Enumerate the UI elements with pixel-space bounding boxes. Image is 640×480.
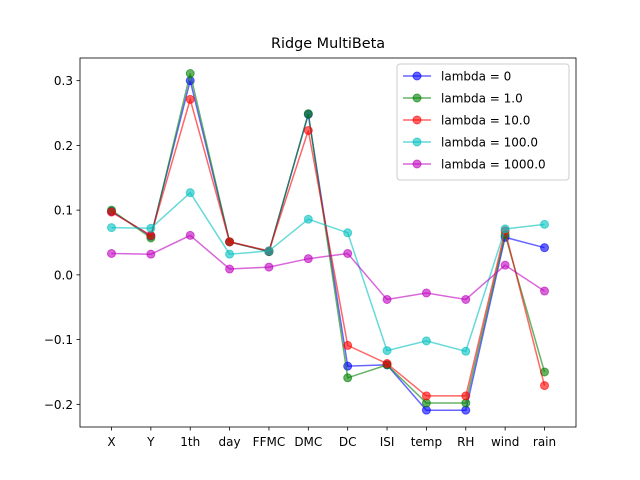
data-point bbox=[185, 69, 195, 79]
y-tick-label: 0.2 bbox=[54, 139, 73, 153]
data-point bbox=[106, 249, 116, 259]
data-point bbox=[146, 249, 156, 259]
data-point bbox=[225, 237, 235, 247]
legend-marker bbox=[412, 71, 422, 81]
data-point bbox=[540, 219, 550, 229]
legend-entry: lambda = 0 bbox=[403, 70, 511, 84]
legend-box bbox=[396, 63, 570, 181]
data-point bbox=[185, 188, 195, 198]
x-tick-label: rain bbox=[533, 435, 556, 449]
legend-entry: lambda = 1000.0 bbox=[403, 158, 546, 172]
data-point bbox=[343, 228, 353, 238]
legend-marker bbox=[412, 137, 422, 147]
y-tick-label: 0.3 bbox=[54, 74, 73, 88]
data-point bbox=[382, 359, 392, 369]
x-tick-label: 1th bbox=[180, 435, 200, 449]
data-point bbox=[264, 262, 274, 272]
legend-label: lambda = 1000.0 bbox=[441, 158, 546, 172]
legend-label: lambda = 0 bbox=[441, 70, 511, 84]
data-point bbox=[421, 288, 431, 298]
data-point bbox=[343, 249, 353, 259]
legend-marker bbox=[412, 159, 422, 169]
data-point bbox=[225, 249, 235, 259]
data-point bbox=[225, 264, 235, 274]
axes: X Y 1th day FFMC DMC DC ISI temp RH wind rain −0.2 −0… bbox=[44, 57, 577, 449]
x-tick-label: day bbox=[219, 435, 241, 449]
data-point bbox=[106, 223, 116, 233]
plot-area bbox=[106, 69, 550, 415]
series-3 bbox=[106, 188, 550, 356]
x-tick-label: DMC bbox=[294, 435, 322, 449]
legend-entry: lambda = 10.0 bbox=[403, 114, 530, 128]
y-tick-label: −0.2 bbox=[44, 398, 73, 412]
legend-marker bbox=[412, 93, 422, 103]
data-point bbox=[264, 246, 274, 256]
x-tick-label: FFMC bbox=[253, 435, 286, 449]
data-point bbox=[343, 340, 353, 350]
x-tick-label: X bbox=[107, 435, 115, 449]
data-point bbox=[343, 373, 353, 383]
legend-label: lambda = 10.0 bbox=[441, 114, 530, 128]
data-point bbox=[461, 391, 471, 401]
x-tick-label: wind bbox=[491, 435, 519, 449]
series-4 bbox=[106, 230, 550, 304]
x-tick-label: RH bbox=[457, 435, 474, 449]
data-point bbox=[461, 346, 471, 356]
data-point bbox=[303, 109, 313, 119]
data-point bbox=[106, 207, 116, 217]
data-point bbox=[540, 286, 550, 296]
axes-frame bbox=[79, 57, 577, 428]
data-point bbox=[303, 126, 313, 136]
x-tick-label: ISI bbox=[380, 435, 395, 449]
data-point bbox=[500, 224, 510, 234]
legend: lambda = 0 lambda = 1.0 lambda = 10.0 lambd… bbox=[396, 63, 570, 181]
x-tick-label: DC bbox=[339, 435, 357, 449]
data-point bbox=[146, 223, 156, 233]
legend-label: lambda = 1.0 bbox=[441, 92, 523, 106]
data-point bbox=[185, 94, 195, 104]
data-point bbox=[303, 214, 313, 224]
y-tick-label: 0.1 bbox=[54, 204, 73, 218]
legend-marker bbox=[412, 115, 422, 125]
data-point bbox=[185, 230, 195, 240]
data-point bbox=[421, 391, 431, 401]
legend-label: lambda = 100.0 bbox=[441, 136, 538, 150]
data-point bbox=[382, 346, 392, 356]
x-tick-label: Y bbox=[146, 435, 155, 449]
legend-entry: lambda = 100.0 bbox=[403, 136, 538, 150]
data-point bbox=[303, 254, 313, 264]
chart-title: Ridge MultiBeta bbox=[271, 36, 385, 52]
legend-entry: lambda = 1.0 bbox=[403, 92, 523, 106]
data-point bbox=[382, 294, 392, 304]
y-tick-label: 0.0 bbox=[54, 268, 73, 282]
series-line bbox=[111, 73, 546, 404]
series-line bbox=[111, 96, 546, 397]
y-tick-label: −0.1 bbox=[44, 333, 73, 347]
data-point bbox=[540, 243, 550, 253]
data-point bbox=[500, 260, 510, 270]
series-line bbox=[111, 191, 545, 353]
series-line bbox=[111, 234, 545, 301]
data-point bbox=[540, 381, 550, 391]
data-point bbox=[461, 294, 471, 304]
data-point bbox=[421, 336, 431, 346]
x-tick-label: temp bbox=[411, 435, 442, 449]
